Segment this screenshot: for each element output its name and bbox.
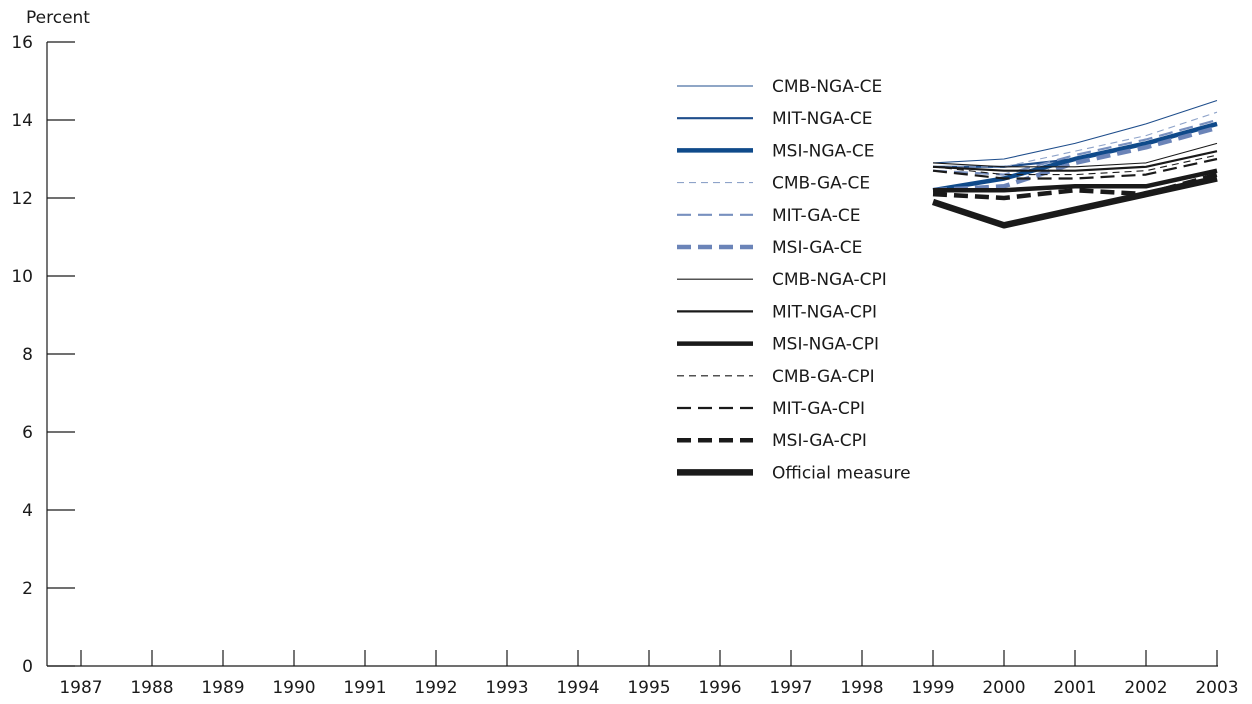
x-tick-label: 1999	[911, 678, 954, 698]
series-line-msi-nga-ce	[932, 121, 1218, 193]
x-tick-label: 1995	[627, 678, 670, 698]
x-tick-label: 2002	[1124, 678, 1167, 698]
series-line-mit-nga-cpi	[932, 150, 1218, 172]
series-line-official-measure	[931, 175, 1218, 229]
legend-label: CMB-NGA-CE	[772, 77, 882, 97]
legend-label: CMB-GA-CE	[772, 174, 870, 194]
series-line-cmb-nga-cpi	[932, 142, 1218, 168]
y-tick-label: 2	[22, 579, 33, 599]
legend-label: MSI-NGA-CPI	[772, 335, 879, 355]
x-tick-label: 2003	[1195, 678, 1238, 698]
legend-label: MSI-GA-CE	[772, 238, 862, 258]
x-tick-label: 2000	[982, 678, 1025, 698]
x-tick-label: 1993	[485, 678, 528, 698]
x-tick-label: 1994	[556, 678, 599, 698]
x-tick-label: 1997	[769, 678, 812, 698]
series-line-cmb-ga-ce	[933, 111, 1218, 168]
y-tick-label: 0	[22, 657, 33, 677]
y-tick-label: 12	[11, 189, 33, 209]
legend-label: MIT-GA-CPI	[772, 399, 865, 419]
legend-label: MIT-NGA-CE	[772, 109, 873, 129]
x-tick-label: 1991	[343, 678, 386, 698]
legend-label: CMB-NGA-CPI	[772, 270, 887, 290]
legend: CMB-NGA-CE MIT-NGA-CE MSI-NGA-CE CMB-GA-CE M…	[677, 77, 911, 483]
x-tick-label: 1990	[272, 678, 315, 698]
x-tick-label: 1987	[59, 678, 102, 698]
x-tick-label: 1989	[201, 678, 244, 698]
y-tick-label: 4	[22, 501, 33, 521]
legend-label: CMB-GA-CPI	[772, 367, 875, 387]
series-line-mit-ga-ce	[932, 118, 1218, 176]
x-tick-label: 1988	[130, 678, 173, 698]
legend-label: MSI-GA-CPI	[772, 431, 867, 451]
y-tick-label: 14	[11, 111, 33, 131]
legend-label: MSI-NGA-CE	[772, 141, 875, 161]
series-line-cmb-nga-ce	[932, 99, 1218, 164]
series-line-msi-nga-cpi	[933, 168, 1218, 193]
series-group	[931, 99, 1218, 229]
series-line-mit-ga-cpi	[932, 157, 1218, 180]
y-axis: 0 2 4 6 8 10 12 14 16	[11, 33, 75, 677]
x-axis: 1987 1988 1989 1990 1991 1992 1993 1994 1995 1996…	[47, 650, 1239, 698]
series-line-msi-ga-ce	[932, 125, 1218, 193]
y-tick-label: 6	[22, 423, 33, 443]
y-tick-label: 8	[22, 345, 33, 365]
x-tick-label: 2001	[1053, 678, 1096, 698]
legend-label: MIT-NGA-CPI	[772, 302, 877, 322]
legend-label: Official measure	[772, 463, 911, 483]
y-tick-label: 10	[11, 267, 33, 287]
x-tick-label: 1992	[414, 678, 457, 698]
x-tick-label: 1998	[840, 678, 883, 698]
legend-label: MIT-GA-CE	[772, 206, 860, 226]
y-axis-title: Percent	[26, 8, 90, 28]
x-tick-label: 1996	[698, 678, 741, 698]
y-tick-label: 16	[11, 33, 33, 53]
